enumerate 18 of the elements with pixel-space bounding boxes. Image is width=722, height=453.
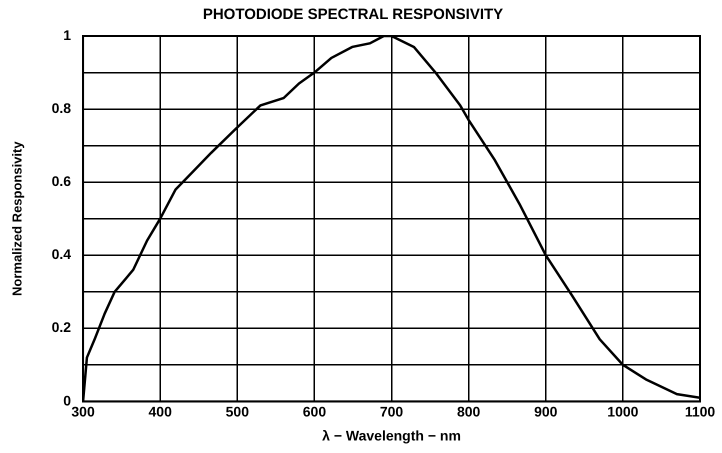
y-tick-label: 1 — [63, 26, 72, 43]
y-axis-title: Normalized Responsivity — [9, 140, 24, 296]
x-tick-label: 1000 — [607, 404, 639, 420]
x-tick-label: 400 — [148, 404, 172, 420]
y-tick-label: 0.2 — [52, 319, 72, 336]
x-tick-label: 1100 — [684, 404, 716, 420]
x-tick-label: 900 — [534, 404, 558, 420]
x-tick-label: 800 — [456, 404, 481, 420]
y-tick-label: 0 — [63, 392, 72, 408]
y-tick-label: 0.4 — [52, 246, 72, 262]
x-axis-title: λ − Wavelength − nm — [322, 427, 461, 444]
y-tick-label: 0.6 — [52, 173, 72, 190]
x-tick-label: 700 — [380, 404, 404, 420]
chart-title: PHOTODIODE SPECTRAL RESPONSIVITY — [202, 6, 504, 24]
y-tick-label: 0.8 — [52, 100, 72, 116]
x-tick-label: 500 — [226, 404, 250, 420]
x-tick-label: 600 — [302, 404, 326, 420]
x-tick-label: 300 — [71, 404, 95, 420]
